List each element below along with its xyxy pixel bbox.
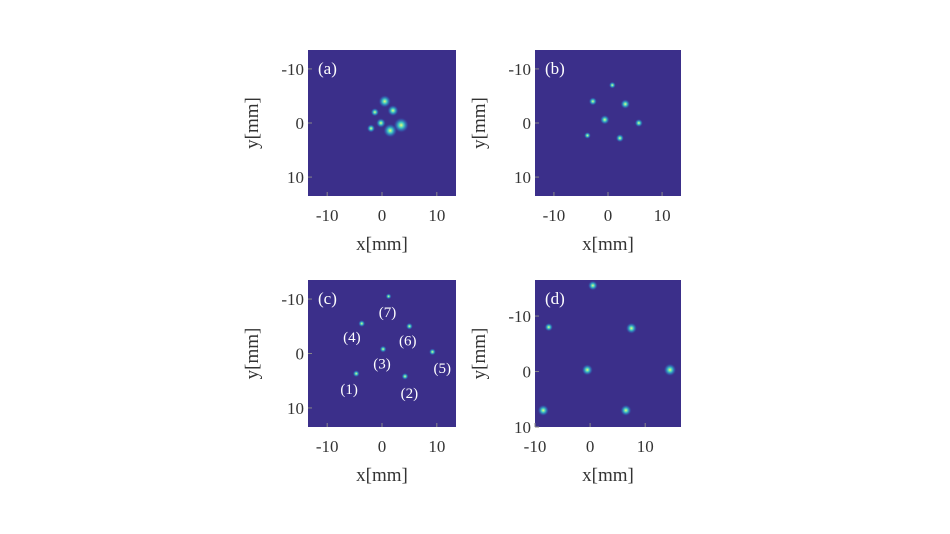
y-tick-label-0: -10	[508, 307, 531, 326]
spot-6	[383, 123, 398, 138]
y-tick-label-0: -10	[281, 290, 304, 309]
x-axis-label: x[mm]	[356, 234, 408, 255]
spot-4	[581, 364, 594, 376]
y-tick-label-1: 0	[523, 363, 532, 382]
spot-7	[620, 404, 632, 417]
spot-2	[588, 97, 598, 106]
y-tick-label-2: 10	[514, 168, 531, 187]
spot-1	[608, 81, 616, 89]
x-axis-label: x[mm]	[582, 234, 634, 255]
spot-6	[583, 131, 591, 139]
spot-label-4: (3)	[373, 356, 391, 372]
y-tick-label-1: 0	[296, 345, 305, 364]
y-axis-label: y[mm]	[242, 328, 263, 380]
spot-1	[385, 293, 392, 300]
panel-label: (c)	[318, 289, 337, 308]
y-tick-label-0: -10	[508, 60, 531, 79]
y-tick-label-1: 0	[296, 114, 305, 133]
spot-label-2: (4)	[343, 330, 361, 346]
spot-5	[393, 117, 410, 134]
x-tick-label-1: 0	[378, 437, 387, 456]
spot-3	[387, 104, 399, 117]
x-axis-label: x[mm]	[582, 465, 634, 486]
panel-label: (d)	[545, 289, 565, 308]
x-tick-label-0: -10	[524, 437, 547, 456]
panel-label: (b)	[545, 59, 565, 78]
spot-5	[428, 348, 436, 356]
y-axis-label: y[mm]	[469, 328, 490, 380]
spot-3	[620, 99, 631, 109]
spot-label-3: (6)	[399, 333, 417, 349]
spot-1	[587, 280, 598, 291]
x-tick-label-0: -10	[316, 206, 339, 225]
spot-7	[615, 133, 625, 143]
spot-7	[366, 124, 376, 133]
spot-6	[352, 370, 360, 378]
y-axis-label: y[mm]	[469, 97, 490, 149]
panel-b: (b) -10 0 10 -10 0 10 x[mm] y[mm]	[469, 50, 681, 255]
y-tick-label-2: 10	[287, 399, 304, 418]
y-tick-label-1: 0	[523, 114, 532, 133]
spot-1	[378, 94, 392, 108]
x-tick-label-2: 10	[428, 437, 445, 456]
x-tick-label-2: 10	[654, 206, 671, 225]
spot-label-1: (7)	[379, 305, 397, 321]
x-tick-label-1: 0	[378, 206, 387, 225]
y-tick-label-0: -10	[281, 60, 304, 79]
x-tick-label-2: 10	[637, 437, 654, 456]
x-tick-label-2: 10	[428, 206, 445, 225]
spot-3	[405, 322, 413, 330]
y-tick-label-2: 10	[514, 418, 531, 437]
spot-3	[625, 322, 638, 334]
spot-4	[379, 345, 387, 353]
x-tick-label-1: 0	[604, 206, 613, 225]
spot-5	[634, 118, 644, 128]
image-area	[535, 280, 681, 427]
spot-6	[537, 404, 549, 417]
spot-2	[358, 319, 366, 328]
x-axis-label: x[mm]	[356, 465, 408, 486]
spot-7	[401, 372, 409, 380]
panel-label: (a)	[318, 59, 337, 78]
spot-2	[370, 107, 380, 117]
x-tick-label-0: -10	[543, 206, 566, 225]
panel-c: (c) (7) (4) (6) (3) (5) (1) (2) -10 0 10 -10 0 10 x[mm…	[242, 280, 456, 486]
spot-2	[544, 322, 554, 332]
panel-a: (a) -10 0 10 -10 0 10 x[mm] y[mm]	[242, 50, 456, 255]
spot-4	[599, 114, 610, 125]
x-tick-label-1: 0	[586, 437, 595, 456]
x-tick-label-0: -10	[316, 437, 339, 456]
spot-label-6: (1)	[340, 382, 358, 398]
spot-4	[375, 118, 386, 128]
y-axis-label: y[mm]	[242, 97, 263, 149]
spot-5	[663, 363, 677, 377]
spot-label-7: (2)	[401, 386, 419, 402]
y-tick-label-2: 10	[287, 168, 304, 187]
spot-label-5: (5)	[434, 361, 452, 377]
